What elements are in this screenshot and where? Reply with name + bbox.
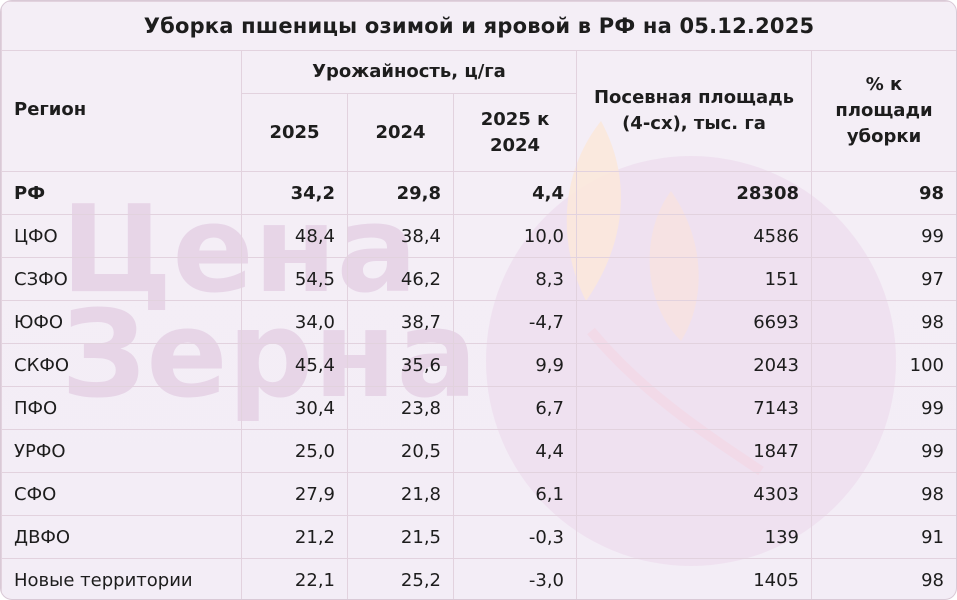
cell-2025: 30,4 <box>241 386 348 430</box>
cell-pct: 98 <box>810 558 956 599</box>
cell-pct: 98 <box>810 171 956 215</box>
cell-diff: -0,3 <box>453 515 577 559</box>
cell-2024: 38,7 <box>347 300 454 344</box>
cell-pct: 98 <box>810 472 956 516</box>
cell-2024: 21,8 <box>347 472 454 516</box>
table-row: РФ 34,2 29,8 4,4 28308 98 <box>1 171 956 215</box>
cell-region: РФ <box>1 171 242 215</box>
cell-2024: 46,2 <box>347 257 454 301</box>
cell-2025: 25,0 <box>241 429 348 473</box>
cell-pct: 91 <box>810 515 956 559</box>
table-row: УРФО 25,0 20,5 4,4 1847 99 <box>1 429 956 473</box>
table-row: СКФО 45,4 35,6 9,9 2043 100 <box>1 343 956 387</box>
cell-region: СЗФО <box>1 257 242 301</box>
cell-2024: 29,8 <box>347 171 454 215</box>
cell-2025: 54,5 <box>241 257 348 301</box>
table-row: ПФО 30,4 23,8 6,7 7143 99 <box>1 386 956 430</box>
cell-pct: 100 <box>810 343 956 387</box>
cell-area: 4586 <box>576 214 812 258</box>
cell-area: 4303 <box>576 472 812 516</box>
cell-area: 2043 <box>576 343 812 387</box>
table-row: Новые территории 22,1 25,2 -3,0 1405 98 <box>1 558 956 599</box>
cell-region: ЦФО <box>1 214 242 258</box>
cell-diff: 8,3 <box>453 257 577 301</box>
header-yield-group: Урожайность, ц/га <box>241 50 577 94</box>
cell-area: 151 <box>576 257 812 301</box>
cell-2025: 48,4 <box>241 214 348 258</box>
header-2024: 2024 <box>347 93 454 172</box>
header-2025: 2025 <box>241 93 348 172</box>
table-row: СЗФО 54,5 46,2 8,3 151 97 <box>1 257 956 301</box>
header-region: Регион <box>1 50 242 172</box>
cell-diff: 9,9 <box>453 343 577 387</box>
cell-area: 139 <box>576 515 812 559</box>
table-row: СФО 27,9 21,8 6,1 4303 98 <box>1 472 956 516</box>
cell-pct: 98 <box>810 300 956 344</box>
cell-2025: 21,2 <box>241 515 348 559</box>
cell-diff: 10,0 <box>453 214 577 258</box>
table-row: ДВФО 21,2 21,5 -0,3 139 91 <box>1 515 956 559</box>
cell-2025: 34,0 <box>241 300 348 344</box>
cell-diff: -3,0 <box>453 558 577 599</box>
cell-diff: 6,7 <box>453 386 577 430</box>
cell-region: ДВФО <box>1 515 242 559</box>
table-row: ЮФО 34,0 38,7 -4,7 6693 98 <box>1 300 956 344</box>
cell-2024: 35,6 <box>347 343 454 387</box>
cell-region: ЮФО <box>1 300 242 344</box>
cell-area: 1847 <box>576 429 812 473</box>
header-diff: 2025 к 2024 <box>453 93 577 172</box>
cell-2025: 27,9 <box>241 472 348 516</box>
cell-diff: 4,4 <box>453 171 577 215</box>
page-title: Уборка пшеницы озимой и яровой в РФ на 0… <box>1 1 956 51</box>
cell-area: 6693 <box>576 300 812 344</box>
cell-2024: 38,4 <box>347 214 454 258</box>
cell-2024: 23,8 <box>347 386 454 430</box>
header-area: Посевная площадь (4-сх), тыс. га <box>576 50 812 172</box>
table-body: РФ 34,2 29,8 4,4 28308 98 ЦФО 48,4 38,4 … <box>1 171 956 599</box>
cell-2024: 21,5 <box>347 515 454 559</box>
cell-region: СКФО <box>1 343 242 387</box>
cell-pct: 99 <box>810 214 956 258</box>
cell-diff: -4,7 <box>453 300 577 344</box>
header-pct: % к площади уборки <box>810 50 956 172</box>
cell-diff: 6,1 <box>453 472 577 516</box>
cell-region: Новые территории <box>1 558 242 599</box>
title-row: Уборка пшеницы озимой и яровой в РФ на 0… <box>1 1 956 51</box>
cell-pct: 99 <box>810 386 956 430</box>
cell-area: 28308 <box>576 171 812 215</box>
cell-pct: 97 <box>810 257 956 301</box>
cell-region: СФО <box>1 472 242 516</box>
cell-2024: 20,5 <box>347 429 454 473</box>
cell-2025: 45,4 <box>241 343 348 387</box>
header-subrow: 2025 2024 2025 к 2024 <box>2 93 957 172</box>
cell-region: ПФО <box>1 386 242 430</box>
table-row: ЦФО 48,4 38,4 10,0 4586 99 <box>1 214 956 258</box>
cell-area: 7143 <box>576 386 812 430</box>
header-row: Регион Урожайность, ц/га Посевная площад… <box>1 50 956 172</box>
cell-region: УРФО <box>1 429 242 473</box>
cell-diff: 4,4 <box>453 429 577 473</box>
cell-2025: 22,1 <box>241 558 348 599</box>
cell-2024: 25,2 <box>347 558 454 599</box>
cell-area: 1405 <box>576 558 812 599</box>
cell-2025: 34,2 <box>241 171 348 215</box>
cell-pct: 99 <box>810 429 956 473</box>
